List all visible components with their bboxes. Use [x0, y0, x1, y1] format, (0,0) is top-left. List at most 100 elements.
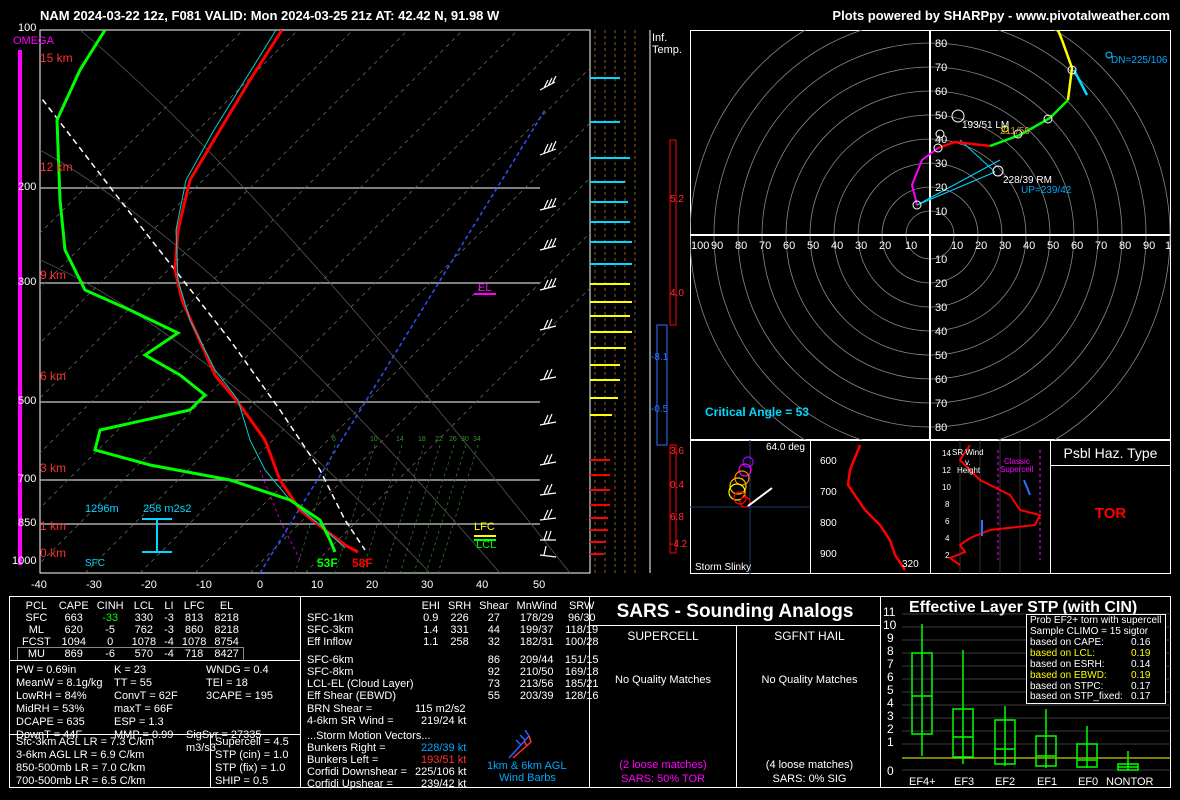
stp-legend-text: based on STPC: [1030, 681, 1104, 692]
kin-cell: 199/37 [519, 624, 554, 636]
index-item: ConvT = 62F [114, 690, 178, 702]
parcel-header: LI [164, 600, 174, 612]
hazard-panel: Psbl Haz. Type TOR [1050, 440, 1171, 574]
temp-tick-label: -40 [31, 579, 47, 591]
sars-title: SARS - Sounding Analogs [616, 601, 854, 622]
inferred-temp-value: -0.5 [651, 404, 669, 415]
motion-label: Bunkers Right = [307, 742, 386, 754]
kin-cell: 169/18 [564, 666, 599, 678]
kin-cell: 0.9 [423, 612, 439, 624]
hodo-tick: 30 [935, 158, 948, 170]
motion-label: Corfidi Downshear = [307, 766, 407, 778]
kin-row: Eff Shear (EBWD) 55 203/39 128/16 [303, 690, 603, 702]
mixing-ratio-label: 6 [332, 436, 336, 443]
stp-ytick: 0 [887, 764, 894, 778]
inferred-temp-value: 0.4 [670, 480, 684, 491]
parcel-cell: -33 [102, 612, 119, 624]
sars-loose-matches: (2 loose matches) [619, 759, 707, 771]
mixing-ratio-label: 34 [473, 436, 481, 443]
parcel-table: PCL CAPE CINH LCL LI LFC EL SFC 663 -33 … [17, 600, 244, 661]
kin-cell: 258 [450, 636, 469, 648]
stp-legend-value: 0.16 [1131, 637, 1151, 648]
index-item: DCAPE = 635 [16, 716, 85, 728]
hodo-tick: 40 [935, 326, 948, 338]
stp-legend-value: 0.14 [1131, 659, 1151, 670]
kin-cell: Eff Shear (EBWD) [307, 690, 397, 702]
sars-tor-pct: SARS: 50% TOR [621, 773, 705, 785]
height-label: 12 km [40, 160, 73, 174]
pressure-label: 300 [18, 276, 37, 288]
index-item: PW = 0.69in [16, 664, 77, 676]
kin-cell [418, 678, 444, 690]
stp-legend-value: 0.17 [1131, 691, 1151, 702]
index-item: ESP = 1.3 [114, 716, 164, 728]
hodograph [690, 30, 1171, 440]
inferred-temp-value: -4.2 [670, 539, 688, 550]
parcel-cell: 869 [64, 648, 83, 660]
hodo-tick: 10 [935, 254, 948, 266]
hazard-title: Psbl Haz. Type [1051, 441, 1170, 466]
height-label: 9 km [40, 268, 67, 282]
kin-cell: 86 [487, 654, 500, 666]
kin-row: SFC-3km 1.4 331 44 199/37 118/19 [303, 624, 603, 636]
hodo-htick: 50 [1047, 240, 1060, 252]
sars-sig-pct: SARS: 0% SIG [772, 773, 847, 785]
parcel-cell: 620 [64, 624, 83, 636]
hodo-htick: 60 [1071, 240, 1084, 252]
stp-legend-text: based on EBWD: [1030, 670, 1107, 681]
critical-angle-label: Critical Angle = 53 [705, 405, 809, 419]
hodo-htick: 40 [1023, 240, 1036, 252]
parcel-row: SFC 663 -33 330 -3 813 8218 [18, 612, 243, 624]
stp-legend-text: based on ESRH: [1030, 659, 1105, 670]
stp-category: EF3 [954, 776, 975, 788]
stp-ytick: 9 [887, 631, 894, 645]
sr-wind-height [930, 440, 1051, 574]
temp-tick-label: -30 [86, 579, 102, 591]
kin-cell: 1.1 [423, 636, 439, 648]
mixing-ratio-label: 22 [435, 436, 443, 443]
hodo-tick: 50 [935, 110, 948, 122]
barb-legend: Wind Barbs [499, 772, 556, 784]
parcel-header: CAPE [58, 600, 89, 612]
kin-cell: 210/50 [519, 666, 554, 678]
hodo-htick: 20 [879, 240, 892, 252]
index-item: SigSvr = 27335 m3/s3 [186, 729, 262, 754]
kin-cell: 182/31 [519, 636, 554, 648]
kin-header: MnWind [516, 600, 557, 612]
parcel-cell: 813 [184, 612, 204, 624]
kin-header: Shear [479, 600, 509, 612]
parcel-cell: FCST [22, 636, 51, 648]
kin-row: SFC-1km 0.9 226 27 178/29 96/30 [303, 612, 603, 624]
sfc-dewpoint-label: 53F [317, 556, 338, 570]
kinematic-panel: EHI SRH Shear MnWind SRW SFC-1km 0.9 226 27… [300, 596, 599, 790]
kin-cell: 151/15 [564, 654, 599, 666]
parcel-cell: 8218 [214, 612, 239, 624]
hodo-htick: 50 [807, 240, 820, 252]
hodo-htick: 10 [951, 240, 964, 252]
theta-e-bottom: 320 [902, 559, 919, 570]
parcel-cell: 570 [134, 648, 154, 660]
storm-slinky [690, 440, 811, 574]
thermo-panel: PCL CAPE CINH LCL LI LFC EL SFC 663 -33 … [9, 596, 301, 788]
sars-hail-header: SGFNT HAIL [774, 629, 845, 643]
hodo-htick: 100 [691, 240, 710, 252]
stp-legend-text: based on CAPE: [1030, 637, 1104, 648]
sars-no-match: No Quality Matches [615, 674, 711, 686]
index-item: LowRH = 84% [16, 690, 87, 702]
kin-cell: 203/39 [519, 690, 554, 702]
lapse-item: 850-500mb LR = 7.0 C/km [16, 762, 146, 774]
lm-vector-label: 193/51 LM [962, 120, 1010, 131]
parcel-cell: 860 [184, 624, 204, 636]
kin-cell: SFC-1km [307, 612, 354, 624]
stp-ytick: 10 [883, 618, 897, 632]
inferred-temp-value: 6.8 [670, 512, 684, 523]
hodo-htick: 90 [711, 240, 724, 252]
parcel-cell: 8218 [214, 624, 239, 636]
pressure-label: 100 [18, 22, 37, 34]
stp-title: Effective Layer STP (with CIN) [909, 599, 1138, 616]
sars-no-match: No Quality Matches [761, 674, 858, 686]
parcel-row: FCST 1094 0 1078 -4 1078 8754 [18, 636, 243, 648]
kin-cell: 331 [450, 624, 469, 636]
index-item: MeanW = 8.1g/kg [16, 677, 103, 689]
temp-tick-label: 20 [366, 579, 379, 591]
